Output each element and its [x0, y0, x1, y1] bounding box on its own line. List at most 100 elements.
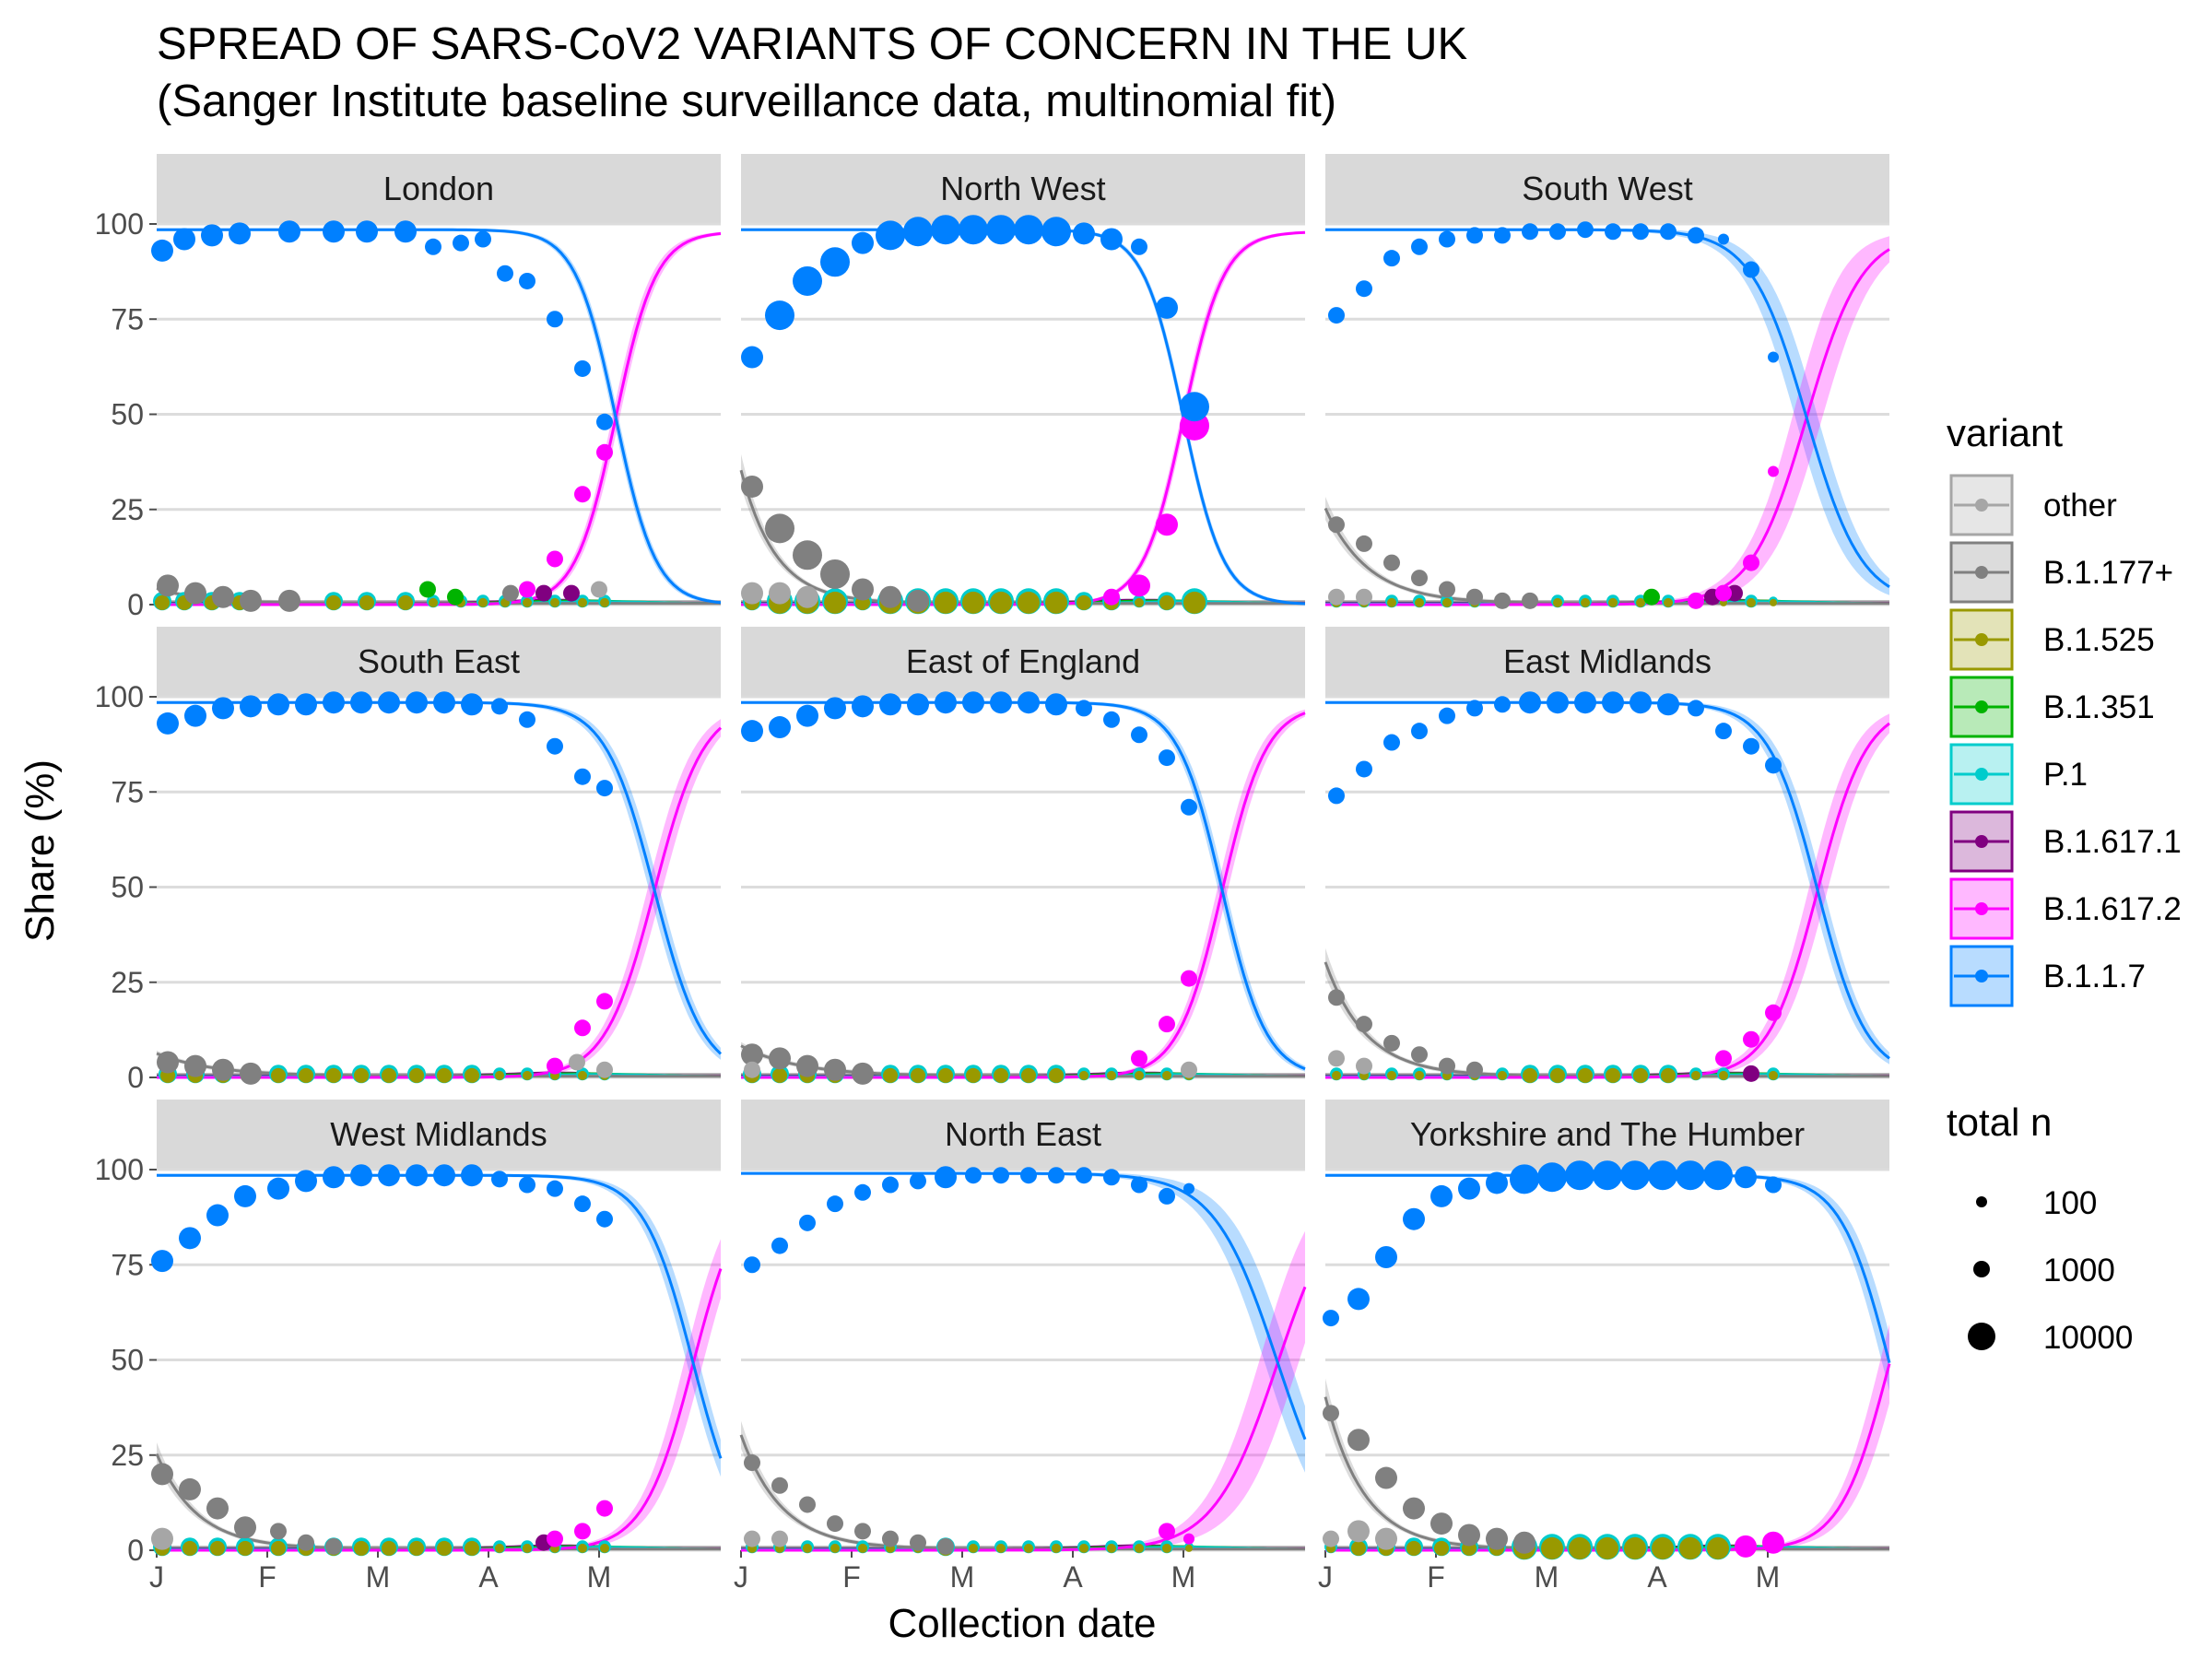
b117-point — [741, 720, 763, 743]
b117-point — [453, 234, 469, 252]
b1177-point — [1522, 592, 1538, 609]
b1525-point — [465, 1067, 479, 1083]
b117-point — [993, 1167, 1009, 1184]
y-tick-label: 50 — [111, 1344, 144, 1377]
facet-panel: East of England — [740, 627, 1306, 1085]
b117-point — [151, 1250, 173, 1273]
b1525-point — [1770, 598, 1777, 606]
b117-point — [1180, 392, 1209, 422]
facet-strip — [1325, 1100, 1889, 1170]
b117-point — [157, 712, 179, 735]
b117-point — [278, 220, 300, 243]
b117-fit-line — [157, 228, 722, 605]
b117-point — [1328, 787, 1345, 805]
variant-point — [596, 1061, 613, 1078]
b1525-point — [1652, 1536, 1674, 1559]
x-tick-label: J — [1318, 1560, 1333, 1594]
b117-point — [799, 1214, 816, 1231]
y-tick-label: 75 — [111, 302, 144, 335]
b117-point — [1356, 280, 1372, 298]
legend-point — [1975, 768, 1988, 781]
b16172-point — [1765, 1004, 1782, 1021]
b117-point — [1676, 1160, 1705, 1191]
b1525-point — [495, 1070, 504, 1080]
size-legend-label: 1000 — [2043, 1253, 2115, 1288]
b1177-point — [741, 475, 763, 498]
b1177-point — [157, 1051, 179, 1074]
facet-label: North West — [940, 170, 1105, 207]
b1525-point — [437, 1067, 452, 1083]
b1525-point — [1135, 1070, 1144, 1080]
variant-point — [769, 582, 791, 605]
b16172-ci-band — [741, 1230, 1305, 1550]
b1177-ci-band — [1325, 497, 1889, 605]
b1177-point — [1513, 1531, 1535, 1554]
y-tick-label: 100 — [95, 207, 144, 241]
b1177-point — [765, 513, 794, 544]
b1177-fit-line — [1324, 961, 1889, 1078]
b1525-point — [1553, 597, 1562, 607]
legend-label: other — [2043, 488, 2117, 524]
b16172-point — [1159, 1016, 1175, 1033]
b117-point — [765, 300, 794, 331]
b1525-point — [1021, 1067, 1036, 1083]
b1177-point — [1323, 1405, 1339, 1422]
b117-point — [1439, 707, 1455, 724]
b117-fit-line — [1325, 228, 1890, 588]
facet-panel: Yorkshire and The Humber J F M A M — [1318, 1100, 1891, 1594]
y-tick-label: 100 — [95, 1153, 144, 1186]
b1177-point — [1328, 989, 1345, 1006]
legend-label: B.1.177+ — [2043, 555, 2173, 591]
b117-point — [497, 265, 513, 282]
variant-point — [502, 584, 519, 602]
b1177-point — [240, 1062, 262, 1085]
b1525-point — [1596, 1536, 1618, 1559]
b117-point — [1574, 691, 1596, 714]
b1525-point — [883, 1067, 898, 1083]
facet-strip — [157, 154, 721, 224]
variant-point — [744, 1061, 760, 1078]
size-legend-point — [1973, 1261, 1990, 1277]
b117-point — [173, 228, 195, 251]
b117-point — [1100, 228, 1123, 251]
b1525-point — [1691, 1070, 1700, 1080]
b117-point — [491, 1171, 508, 1188]
b117-point — [201, 224, 223, 247]
b117-point — [741, 346, 763, 369]
b1525-point — [1077, 594, 1091, 610]
variant-point — [744, 1530, 760, 1547]
legend-point — [1975, 700, 1988, 713]
y-tick-label: 75 — [111, 775, 144, 808]
x-tick-label: A — [1063, 1560, 1083, 1594]
facet-panel: West Midlands 0 25 50 75 100 J F M A M — [95, 1100, 723, 1594]
b117-point — [1458, 1177, 1480, 1200]
b1525-point — [830, 1543, 840, 1553]
b1177-point — [854, 1523, 871, 1540]
b117-ci-band — [157, 1173, 721, 1477]
b1177-point — [270, 1523, 287, 1540]
b117-point — [1383, 734, 1400, 751]
b117-point — [820, 247, 850, 277]
b1525-point — [465, 1540, 479, 1556]
b1525-point — [299, 1067, 313, 1083]
b117-point — [1605, 223, 1621, 241]
b1525-point — [935, 591, 957, 614]
b1177-point — [824, 1058, 846, 1081]
b117-point — [547, 737, 563, 755]
b117-point — [234, 1184, 256, 1207]
b117-point — [769, 716, 791, 739]
b117-point — [1510, 1164, 1539, 1194]
b1177-point — [827, 1515, 843, 1533]
b1525-point — [803, 1543, 812, 1553]
b117-point — [596, 1210, 613, 1228]
b16172-point — [1128, 574, 1150, 597]
b16172-point — [596, 993, 613, 1010]
facet-strip — [741, 627, 1305, 697]
y-tick-label: 50 — [111, 871, 144, 904]
b1177-point — [184, 1054, 206, 1077]
b16172-point — [574, 486, 591, 503]
b16172-fit-line — [157, 231, 722, 606]
b1525-point — [1415, 1070, 1424, 1080]
y-tick-label: 25 — [111, 1439, 144, 1472]
